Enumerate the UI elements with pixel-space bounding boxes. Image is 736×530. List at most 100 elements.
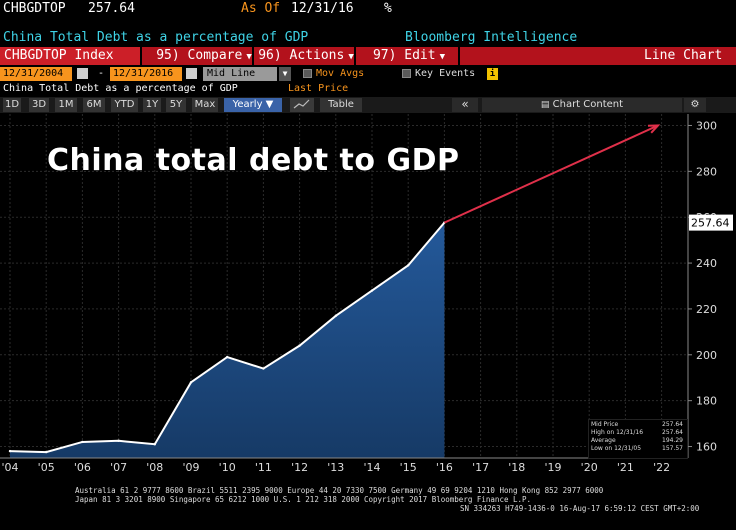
legend-label: High on 12/31/16 <box>591 429 644 436</box>
x-tick-label: '08 <box>146 461 163 474</box>
key-events-label: Key Events <box>415 68 476 79</box>
last-value-tag <box>689 214 733 231</box>
x-tick-label: '17 <box>472 461 489 474</box>
x-tick-label: '05 <box>38 461 55 474</box>
y-tick-label: 240 <box>696 257 717 270</box>
edit-caret-icon: ▼ <box>439 52 446 62</box>
chevron-down-icon[interactable]: ▼ <box>279 67 291 81</box>
y-tick-label: 180 <box>696 395 717 408</box>
calendar-icon[interactable] <box>77 68 88 79</box>
description-row: China Total Debt as a percentage of GDP … <box>0 30 736 47</box>
last-value-label: 257.64 <box>691 217 730 230</box>
period-tabs: 1D 3D 1M 6M YTD 1Y 5Y Max Yearly ▼ Table… <box>0 97 736 113</box>
actions-caret-icon: ▼ <box>348 52 354 62</box>
as-of-date: 12/31/16 <box>291 1 354 16</box>
legend-value: 157.57 <box>662 445 683 452</box>
tab-5y[interactable]: 5Y <box>166 98 186 112</box>
series-description: China Total Debt as a percentage of GDP <box>3 30 309 45</box>
data-point-09 <box>189 381 193 384</box>
tab-max[interactable]: Max <box>192 98 218 112</box>
ticker: CHBGDTOP <box>3 1 66 16</box>
date-controls: 12/31/2004 - 12/31/2016 Mid Line ▼ Mov A… <box>0 66 736 82</box>
chart-axes: 160180200220240260280300'04'05'06'07'08'… <box>0 114 733 474</box>
gear-icon[interactable]: ⚙ <box>684 98 706 112</box>
x-tick-label: '07 <box>110 461 127 474</box>
x-tick-label: '15 <box>400 461 417 474</box>
x-tick-label: '18 <box>508 461 525 474</box>
yearly-dropdown[interactable]: Yearly ▼ <box>224 98 282 112</box>
edit-button[interactable]: 97) Edit ▼ <box>372 48 446 63</box>
debt-chart: 160180200220240260280300'04'05'06'07'08'… <box>0 114 736 482</box>
line-chart-icon[interactable] <box>290 98 314 112</box>
y-tick-label: 160 <box>696 441 717 454</box>
end-date-field[interactable]: 12/31/2016 <box>110 67 182 81</box>
legend-label: Mid Price <box>591 421 619 428</box>
tab-1y[interactable]: 1Y <box>143 98 161 112</box>
start-date-field[interactable]: 12/31/2004 <box>0 67 72 81</box>
collapse-button[interactable]: « <box>452 98 478 112</box>
legend-value: 257.64 <box>662 429 683 436</box>
x-tick-label: '09 <box>182 461 199 474</box>
table-button[interactable]: Table <box>320 98 362 112</box>
legend-value: 257.64 <box>662 421 683 428</box>
key-events-checkbox[interactable] <box>402 69 411 78</box>
compare-button[interactable]: 95) Compare ▼ <box>156 48 252 63</box>
data-point-13 <box>334 314 337 318</box>
x-tick-label: '20 <box>581 461 598 474</box>
footer-contacts-line: Japan 81 3 3201 8900 Singapore 65 6212 1… <box>75 495 532 504</box>
last-price-label: Last Price <box>288 83 349 94</box>
legend-label: Low on 12/31/05 <box>591 445 642 452</box>
mov-avgs-checkbox[interactable] <box>303 69 312 78</box>
percent-sign: % <box>384 1 392 16</box>
data-point-12 <box>298 344 301 347</box>
x-tick-label: '10 <box>219 461 236 474</box>
tab-1d[interactable]: 1D <box>3 98 21 112</box>
legend-item-high: High on 12/31/16 257.64 <box>591 429 685 437</box>
data-point-07 <box>117 439 120 442</box>
projection-arrowhead <box>647 124 661 134</box>
chart-type-button[interactable]: Line Chart <box>644 48 723 63</box>
y-tick-label: 200 <box>696 349 717 362</box>
footer-contacts-line: Australia 61 2 9777 8600 Brazil 5511 239… <box>75 486 604 495</box>
tab-ytd[interactable]: YTD <box>111 98 138 112</box>
x-tick-label: '13 <box>327 461 344 474</box>
legend-item-low: Low on 12/31/05 157.57 <box>591 445 685 453</box>
chart-content-button[interactable]: ▤ Chart Content <box>482 98 682 112</box>
chart-area <box>10 222 445 458</box>
header-value: 257.64 <box>88 1 135 16</box>
chart-content-label: Chart Content <box>552 99 624 110</box>
legend-label: Average <box>591 437 616 444</box>
footer: Australia 61 2 9777 8600 Brazil 5511 239… <box>0 482 736 530</box>
tab-6m[interactable]: 6M <box>83 98 105 112</box>
projection-arrow <box>443 124 659 224</box>
index-label[interactable]: CHBGDTOP Index <box>0 47 140 65</box>
legend-item-mid-price: Mid Price 257.64 <box>591 421 685 429</box>
data-point-08 <box>153 443 156 446</box>
legend-item-average: Average 194.29 <box>591 437 685 445</box>
chart-marks <box>8 124 661 454</box>
tab-3d[interactable]: 3D <box>29 98 49 112</box>
legend-value: 194.29 <box>662 437 683 444</box>
data-point-14 <box>370 289 374 292</box>
x-tick-label: '16 <box>436 461 453 474</box>
y-tick-label: 280 <box>696 165 717 178</box>
data-point-11 <box>262 367 265 370</box>
info-icon[interactable]: i <box>487 68 498 80</box>
data-point-06 <box>81 440 84 444</box>
calendar-icon[interactable] <box>186 68 197 79</box>
y-tick-label: 300 <box>696 119 717 132</box>
actions-button[interactable]: 96) Actions ▼ <box>258 48 354 63</box>
x-tick-label: '21 <box>617 461 634 474</box>
x-tick-label: '22 <box>653 461 670 474</box>
x-tick-label: '12 <box>291 461 308 474</box>
chart-content-icon: ▤ <box>540 100 550 110</box>
header-row: CHBGDTOP 257.64 As Of 12/31/16 % <box>0 0 736 17</box>
tab-1m[interactable]: 1M <box>55 98 77 112</box>
x-tick-label: '06 <box>74 461 91 474</box>
line-mode-select[interactable]: Mid Line <box>203 67 277 81</box>
data-point-05 <box>45 450 48 454</box>
chart-overlay-title: China total debt to GDP <box>47 143 460 178</box>
data-point-04 <box>8 449 12 453</box>
x-tick-label: '04 <box>1 461 18 474</box>
debt-area-fill <box>10 222 445 458</box>
